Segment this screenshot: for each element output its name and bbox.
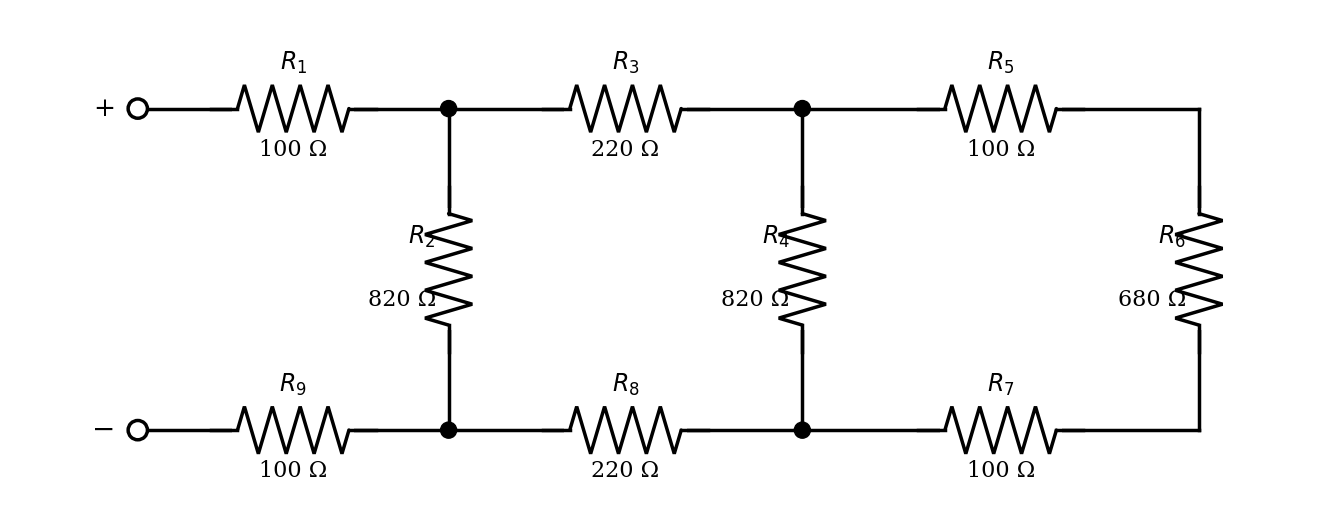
- Text: 680 Ω: 680 Ω: [1118, 289, 1185, 310]
- Text: +: +: [93, 96, 115, 121]
- Text: 820 Ω: 820 Ω: [721, 289, 789, 310]
- Text: $R_9$: $R_9$: [280, 372, 308, 398]
- Text: 220 Ω: 220 Ω: [591, 138, 659, 161]
- Text: 820 Ω: 820 Ω: [367, 289, 436, 310]
- Bar: [232, 77, 354, 141]
- Text: $R_7$: $R_7$: [987, 372, 1014, 398]
- Text: 220 Ω: 220 Ω: [591, 460, 659, 482]
- Circle shape: [129, 420, 147, 440]
- Text: $R_6$: $R_6$: [1159, 224, 1185, 250]
- Text: 100 Ω: 100 Ω: [259, 460, 328, 482]
- Bar: [232, 398, 354, 463]
- Text: 100 Ω: 100 Ω: [967, 138, 1034, 161]
- Bar: [940, 398, 1062, 463]
- Bar: [770, 208, 834, 331]
- Text: $R_1$: $R_1$: [280, 50, 306, 77]
- Circle shape: [440, 422, 456, 438]
- Bar: [940, 77, 1062, 141]
- Text: $R_8$: $R_8$: [611, 372, 639, 398]
- Text: $R_3$: $R_3$: [611, 50, 639, 77]
- Bar: [416, 208, 481, 331]
- Bar: [1167, 208, 1231, 331]
- Bar: [565, 77, 687, 141]
- Text: 100 Ω: 100 Ω: [259, 138, 328, 161]
- Text: $R_2$: $R_2$: [408, 224, 436, 250]
- Text: −: −: [91, 417, 115, 444]
- Text: $R_4$: $R_4$: [761, 224, 789, 250]
- Text: 100 Ω: 100 Ω: [967, 460, 1034, 482]
- Circle shape: [794, 100, 810, 117]
- Bar: [565, 398, 687, 463]
- Circle shape: [129, 99, 147, 118]
- Circle shape: [440, 100, 456, 117]
- Text: $R_5$: $R_5$: [987, 50, 1014, 77]
- Circle shape: [794, 422, 810, 438]
